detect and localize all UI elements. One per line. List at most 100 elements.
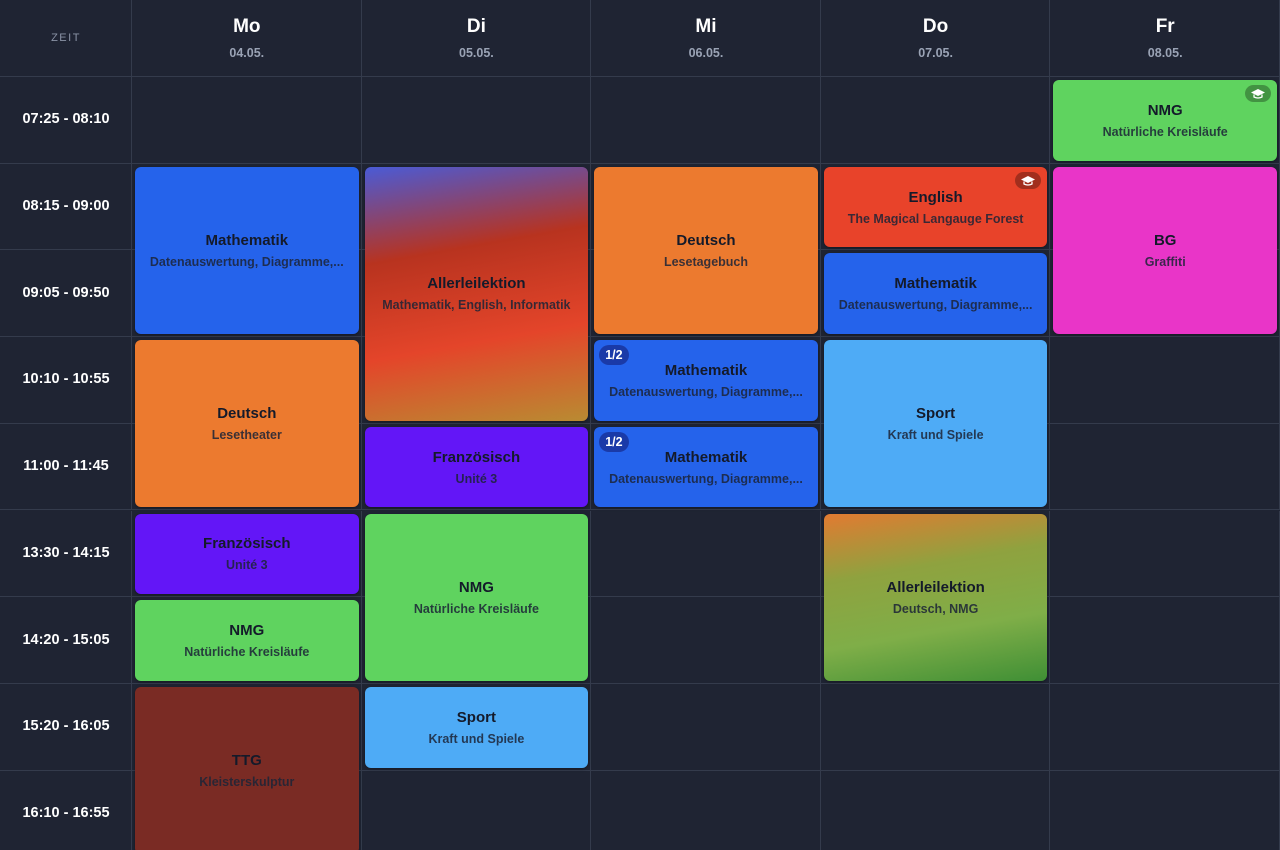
exam-icon [1244,85,1271,102]
grid-cell [821,770,1051,850]
lesson-card[interactable]: Französisch Unité 3 [135,513,359,595]
lesson-subtitle: Lesetheater [211,428,282,443]
grid-cell [820,163,1051,251]
time-cell [0,597,132,684]
lesson-card[interactable]: BG Graffiti [1053,166,1277,335]
time-label: 15:20 - 16:05 [22,718,110,735]
time-label: 14:20 - 15:05 [22,631,110,648]
day-date: 07.05. [918,46,953,60]
time-cell [0,510,132,598]
lesson-subtitle: Datenauswertung, Diagramme,... [609,471,803,486]
lesson-subtitle: Datenauswertung, Diagramme,... [838,298,1033,313]
lesson-card[interactable]: NMG Natürliche Kreisläufe [364,513,589,681]
lesson-card[interactable]: Allerleilektion Mathematik, English, Info… [364,166,589,421]
lesson-card[interactable]: TTG Kleisterskulptur [135,686,359,850]
time-label: 16:10 - 16:55 [22,804,110,821]
grid-cell [132,510,362,598]
time-cell [0,770,132,850]
grid-cell [820,423,1051,511]
exam-icon [1015,171,1042,189]
lesson-card[interactable]: Mathematik Datenauswertung, Diagramme,...… [594,340,818,421]
lesson-card[interactable]: Allerleilektion Deutsch, NMG [823,513,1048,681]
time-label: 07:25 - 08:10 [22,111,110,128]
lesson-title: NMG [1147,101,1183,119]
grid-cell [591,597,821,684]
lesson-title: Mathematik [894,275,977,293]
grid-cell [362,770,592,850]
header-cell [0,0,132,77]
lesson-subtitle: Deutsch, NMG [892,601,979,616]
lesson-subtitle: Kleisterskulptur [199,775,295,790]
cap-icon [1250,89,1265,99]
grid-cell [361,597,592,684]
grid-cell [591,510,821,598]
lesson-card[interactable]: Französisch Unité 3 [364,426,589,508]
grid-cell [591,683,821,771]
lesson-card[interactable]: Sport Kraft und Spiele [364,686,589,768]
grid-cell [1050,510,1280,598]
day-name: Fr [1155,16,1175,37]
lesson-subtitle: Datenauswertung, Diagramme,... [149,254,344,269]
day-name: Di [466,16,486,37]
time-cell [0,163,132,251]
grid-cell [132,250,362,338]
time-cell [0,77,132,164]
grid-cell [1050,770,1280,850]
grid-cell [820,683,1051,771]
lesson-card[interactable]: Deutsch Lesetagebuch [594,166,818,335]
lesson-subtitle: Mathematik, English, Informatik [382,298,571,313]
lesson-card[interactable]: Sport Kraft und Spiele [823,340,1048,508]
time-label: 10:10 - 10:55 [22,371,110,388]
day-name: Mi [695,16,717,37]
lesson-card[interactable]: Deutsch Lesetheater [135,340,359,508]
time-label: 13:30 - 14:15 [22,544,110,561]
split-badge: 1/2 [599,345,629,366]
lesson-title: Mathematik [664,448,748,466]
lesson-subtitle: Unité 3 [455,471,498,486]
day-name: Do [922,16,949,37]
lesson-title: NMG [229,622,265,640]
cap-icon [1021,175,1036,186]
lesson-card[interactable]: Mathematik Datenauswertung, Diagramme,...… [594,426,818,508]
lesson-card[interactable]: NMG Natürliche Kreisläufe [135,600,359,681]
lesson-card[interactable]: English The Magical Langauge Forest [823,166,1048,248]
time-label: 08:15 - 09:00 [22,198,110,215]
header-cell [1050,0,1280,77]
lesson-title: Mathematik [664,361,748,379]
grid-cell [361,337,592,424]
lesson-title: Deutsch [676,231,736,249]
day-date: 08.05. [1147,46,1183,60]
lesson-title: Allerleilektion [886,578,985,596]
lesson-subtitle: Unité 3 [225,558,268,573]
grid-cell [1050,337,1280,424]
time-cell [0,337,132,424]
grid-cell [591,770,821,850]
grid-cell [820,250,1051,338]
lesson-subtitle: Lesetagebuch [663,254,749,269]
lesson-title: Deutsch [217,405,277,423]
lesson-subtitle: Natürliche Kreisläufe [1102,124,1228,139]
lesson-title: Französisch [432,448,521,466]
time-label: 11:00 - 11:45 [23,458,109,475]
lesson-subtitle: Kraft und Spiele [887,428,984,443]
lesson-subtitle: Datenauswertung, Diagramme,... [609,384,803,399]
grid-cell [361,77,592,164]
grid-cell [591,423,821,511]
time-cell [0,250,132,338]
lesson-card[interactable]: NMG Natürliche Kreisläufe [1053,80,1277,161]
lesson-subtitle: Kraft und Spiele [428,731,525,746]
grid-cell [132,770,362,850]
time-label: 09:05 - 09:50 [22,284,110,301]
lesson-title: TTG [231,752,262,770]
lesson-card[interactable]: Mathematik Datenauswertung, Diagramme,... [823,253,1048,335]
lesson-title: Sport [456,708,496,726]
grid-cell [132,423,362,511]
lesson-title: Französisch [203,535,291,553]
lesson-title: English [908,188,963,206]
header-cell [361,0,592,77]
lesson-card[interactable]: Mathematik Datenauswertung, Diagramme,... [135,166,359,335]
lesson-subtitle: Graffiti [1144,254,1186,269]
time-cell [0,683,132,771]
grid-cell [1050,683,1280,771]
split-badge: 1/2 [599,431,629,452]
